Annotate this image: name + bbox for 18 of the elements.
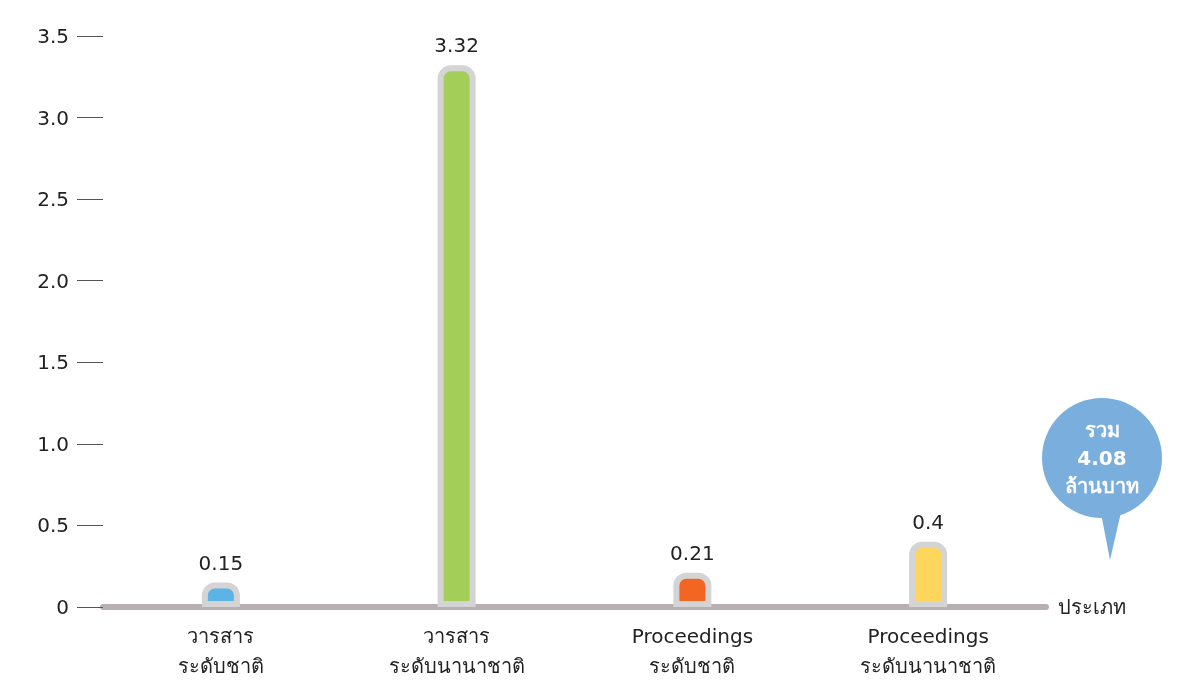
y-tick-label: 1.5 — [37, 350, 69, 375]
y-tick-label: 2.0 — [37, 268, 69, 293]
x-tick-label: Proceedings ระดับชาติ — [631, 624, 754, 678]
y-tick-label: 3.5 — [37, 24, 69, 48]
y-tick-label: 1.0 — [37, 431, 69, 456]
x-tick-label: Proceedings ระดับนานาชาติ — [860, 624, 997, 678]
data-label: 0.21 — [670, 540, 715, 565]
data-label: 0.15 — [198, 550, 244, 575]
data-label: 3.32 — [434, 33, 479, 58]
y-tick-label: 0 — [56, 595, 69, 619]
x-axis-title: ประเภท — [1058, 595, 1126, 619]
x-tick-label: วารสาร ระดับชาติ — [177, 624, 264, 678]
x-tick-label: วารสาร ระดับนานาชาติ — [388, 624, 525, 678]
y-tick-label: 3.0 — [37, 105, 69, 130]
y-tick-label: 2.5 — [37, 187, 69, 212]
y-tick-label: 0.5 — [37, 513, 69, 538]
text: รวม 4.08 ล้านบาท — [1065, 418, 1139, 498]
data-label: 0.4 — [912, 509, 945, 534]
